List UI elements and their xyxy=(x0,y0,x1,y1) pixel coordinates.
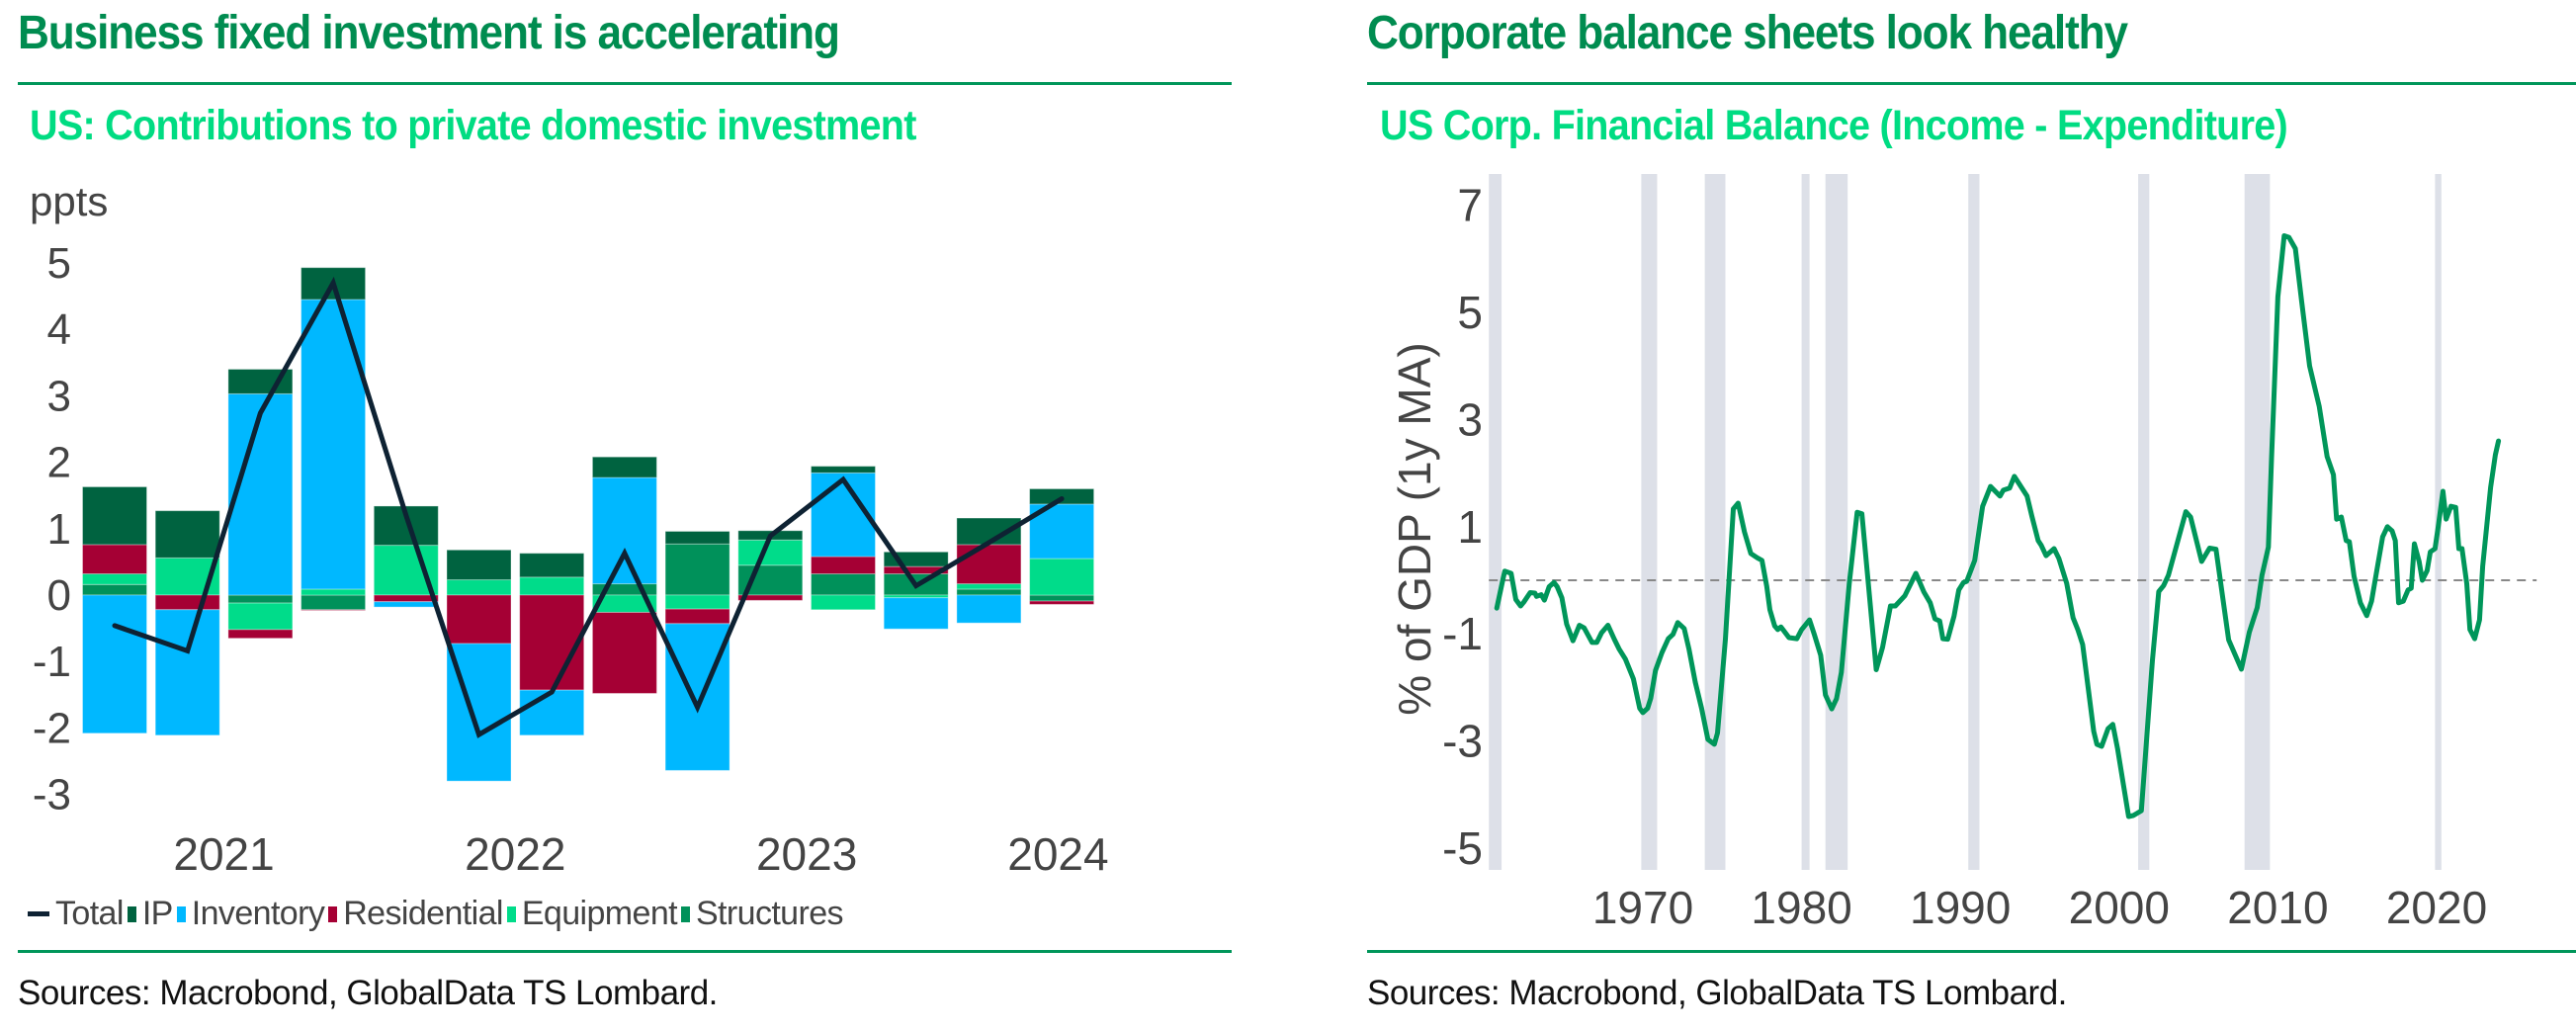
bar-segment-residential xyxy=(519,594,585,691)
bar-segment-structures xyxy=(82,583,147,596)
bar-segment-residential xyxy=(154,594,220,611)
y-axis-unit-label: ppts xyxy=(30,178,109,224)
bar-segment-equipment xyxy=(227,602,294,631)
bar-segment-ip xyxy=(446,549,512,581)
x-tick-label: 2021 xyxy=(173,828,274,880)
bar-segment-residential xyxy=(82,544,147,574)
residential-swatch xyxy=(328,905,338,922)
y-tick-label: 0 xyxy=(47,571,71,620)
bar-segment-ip xyxy=(591,456,657,478)
y-tick-label: 4 xyxy=(47,305,71,354)
bar-segment-equipment xyxy=(519,576,585,596)
left-chart-panel: Business fixed investment is acceleratin… xyxy=(0,0,1236,1034)
legend-item-equipment: Equipment xyxy=(506,895,678,933)
bar-segment-residential xyxy=(301,609,367,611)
left-heading-rule xyxy=(18,82,1232,85)
bar-segment-residential xyxy=(664,608,730,625)
legend-label: Residential xyxy=(343,895,503,932)
bar-segment-ip xyxy=(82,485,147,546)
bar-segment-inventory xyxy=(883,597,949,630)
legend-item-inventory: Inventory xyxy=(176,895,325,933)
legend-label: Equipment xyxy=(521,895,678,932)
left-footer-rule xyxy=(18,950,1232,953)
bar-segment-inventory xyxy=(519,689,585,736)
bar-segment-residential xyxy=(956,544,1022,585)
left-heading: Business fixed investment is acceleratin… xyxy=(18,7,840,59)
bar-segment-residential xyxy=(1029,600,1095,605)
bar-segment-inventory xyxy=(82,594,147,734)
total-line-swatch xyxy=(28,911,49,916)
right-heading: Corporate balance sheets look healthy xyxy=(1367,7,2128,59)
bar-segment-residential xyxy=(373,594,439,603)
x-tick-label: 2024 xyxy=(1007,828,1108,880)
bar-segment-equipment xyxy=(737,539,804,566)
bar-segment-ip xyxy=(154,510,220,559)
x-tick-label: 2023 xyxy=(756,828,857,880)
y-tick-label: 3 xyxy=(47,372,71,420)
x-tick-label: 2022 xyxy=(465,828,565,880)
bar-segment-equipment xyxy=(664,594,730,610)
bar-segment-equipment xyxy=(1029,558,1095,596)
bar-segment-residential xyxy=(737,594,804,601)
bar-segment-ip xyxy=(811,466,876,474)
bar-segment-equipment xyxy=(301,588,367,596)
y-tick-label: -3 xyxy=(33,771,71,819)
bar-segment-inventory xyxy=(373,601,439,608)
bar-segment-structures xyxy=(301,594,367,611)
legend-label: Structures xyxy=(695,895,844,932)
bar-segment-ip xyxy=(664,530,730,545)
bar-segment-inventory xyxy=(301,299,367,590)
y-tick-label: 1 xyxy=(47,505,71,554)
legend-item-ip: IP xyxy=(127,895,174,933)
legend-label: Inventory xyxy=(191,895,325,932)
bar-segment-inventory xyxy=(956,594,1022,624)
bar-segment-structures xyxy=(664,543,730,596)
equipment-swatch xyxy=(506,905,516,922)
bar-segment-structures xyxy=(227,594,294,604)
left-sources-note: Sources: Macrobond, GlobalData TS Lombar… xyxy=(18,974,718,1012)
bar-segment-ip xyxy=(519,553,585,578)
bar-segment-equipment xyxy=(446,579,512,596)
bar-segment-inventory xyxy=(664,623,730,771)
legend-item-residential: Residential xyxy=(328,895,503,933)
bar-segment-residential xyxy=(227,629,294,640)
bar-segment-residential xyxy=(446,594,512,645)
bar-chart-legend: Total IP Inventory Residential Equipment… xyxy=(28,895,847,933)
legend-item-total: Total xyxy=(28,895,124,933)
bar-chart: -3 -2 -1 0 1 2 3 4 5 2021 2022 2023 2024 xyxy=(33,239,1109,880)
bar-segment-residential xyxy=(591,611,657,694)
right-chart-panel: Corporate balance sheets look healthy US… xyxy=(1367,0,2576,1034)
y-tick-label: -1 xyxy=(33,638,71,686)
bar-segment-equipment xyxy=(82,572,147,585)
legend-label: IP xyxy=(141,895,174,932)
bar-segment-inventory xyxy=(154,609,220,736)
legend-label: Total xyxy=(55,895,124,932)
ip-swatch xyxy=(127,905,136,922)
right-footer-rule xyxy=(1367,950,2576,953)
inventory-swatch xyxy=(176,905,186,922)
bar-segment-structures xyxy=(811,572,876,596)
y-tick-label: 2 xyxy=(47,439,71,487)
y-tick-label: 5 xyxy=(47,239,71,288)
structures-swatch xyxy=(680,905,690,922)
right-sources-note: Sources: Macrobond, GlobalData TS Lombar… xyxy=(1367,974,2067,1012)
right-heading-rule xyxy=(1367,82,2576,85)
right-chart-subtitle: US Corp. Financial Balance (Income - Exp… xyxy=(1380,102,2288,149)
bar-segment-structures xyxy=(956,588,1022,596)
bar-segment-structures xyxy=(1029,594,1095,602)
total-line xyxy=(112,276,1065,738)
bar-segment-equipment xyxy=(956,583,1022,590)
y-tick-label: -2 xyxy=(33,704,71,752)
bar-segment-equipment xyxy=(811,594,876,611)
bar-segment-residential xyxy=(811,556,876,574)
left-chart-subtitle: US: Contributions to private domestic in… xyxy=(30,102,916,149)
legend-item-structures: Structures xyxy=(680,895,844,933)
bar-segment-inventory xyxy=(591,476,657,585)
